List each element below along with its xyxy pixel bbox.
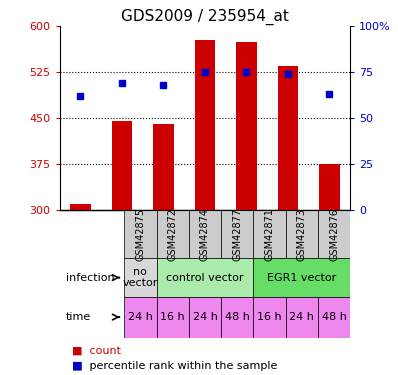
Bar — [286, 297, 318, 338]
Bar — [278, 66, 298, 210]
Bar — [124, 210, 156, 258]
Text: 48 h: 48 h — [322, 312, 347, 322]
Text: ■  percentile rank within the sample: ■ percentile rank within the sample — [72, 361, 277, 370]
Bar — [156, 297, 189, 338]
Text: time: time — [66, 312, 92, 322]
Text: 24 h: 24 h — [289, 312, 314, 322]
Text: control vector: control vector — [166, 273, 244, 283]
Bar — [189, 297, 221, 338]
Bar — [286, 210, 318, 258]
Bar — [195, 40, 215, 210]
Bar — [70, 204, 91, 210]
Bar — [156, 210, 189, 258]
Text: ■  count: ■ count — [72, 346, 121, 355]
Text: 16 h: 16 h — [257, 312, 282, 322]
Bar — [318, 210, 350, 258]
Text: GSM42876: GSM42876 — [329, 208, 339, 261]
Text: 48 h: 48 h — [225, 312, 250, 322]
Text: GSM42871: GSM42871 — [265, 208, 275, 261]
Text: infection: infection — [66, 273, 115, 283]
Text: no
vector: no vector — [123, 267, 158, 288]
Bar — [319, 164, 340, 210]
Bar — [236, 42, 257, 210]
Title: GDS2009 / 235954_at: GDS2009 / 235954_at — [121, 9, 289, 25]
Text: GSM42874: GSM42874 — [200, 208, 210, 261]
Bar — [111, 121, 132, 210]
Text: GSM42872: GSM42872 — [168, 208, 178, 261]
Bar — [221, 297, 254, 338]
Text: EGR1 vector: EGR1 vector — [267, 273, 336, 283]
Text: GSM42873: GSM42873 — [297, 208, 307, 261]
Bar — [156, 258, 254, 297]
Bar — [124, 297, 156, 338]
Bar — [254, 258, 350, 297]
Text: GSM42877: GSM42877 — [232, 208, 242, 261]
Text: 24 h: 24 h — [193, 312, 217, 322]
Text: 16 h: 16 h — [160, 312, 185, 322]
Text: ■: ■ — [72, 361, 82, 370]
Bar — [153, 124, 174, 210]
Bar — [124, 258, 156, 297]
Bar — [254, 210, 286, 258]
Text: 24 h: 24 h — [128, 312, 153, 322]
Bar — [221, 210, 254, 258]
Bar — [318, 297, 350, 338]
Bar — [254, 297, 286, 338]
Bar — [189, 210, 221, 258]
Text: GSM42875: GSM42875 — [135, 208, 145, 261]
